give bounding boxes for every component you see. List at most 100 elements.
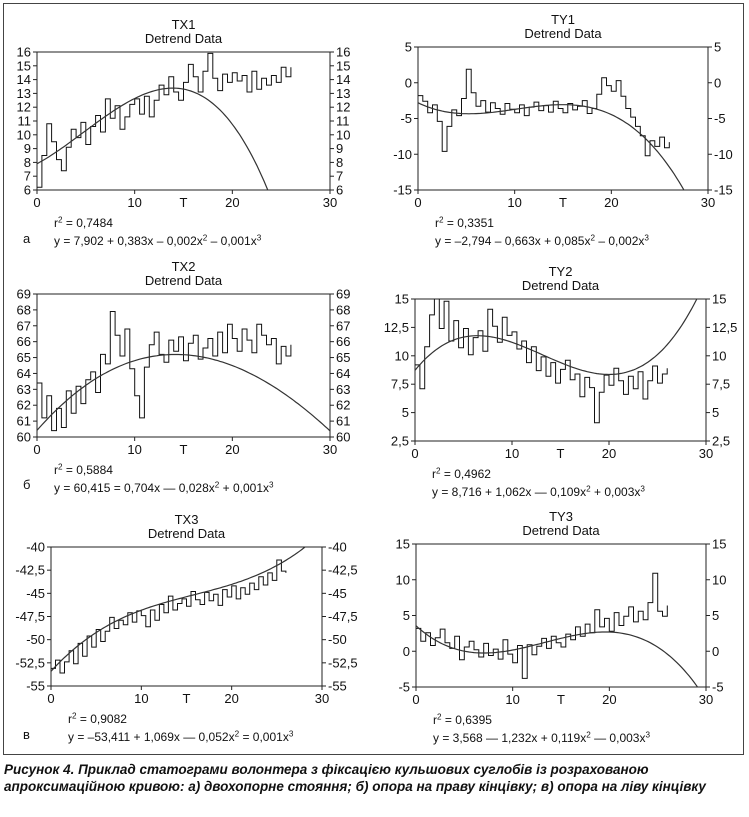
y-tick-label-left: 60 xyxy=(17,430,31,445)
y-tick-label-left: 10 xyxy=(396,572,410,587)
y-tick-label-right: 7,5 xyxy=(712,377,730,392)
y-tick-label-right: -5 xyxy=(714,111,726,126)
x-tick-label: 30 xyxy=(701,195,715,210)
x-tick-label: 10 xyxy=(127,195,141,210)
y-tick-label-left: 12,5 xyxy=(384,320,409,335)
fit-equation: y = 7,902 + 0,383x – 0,002x2​ – 0,001x3​ xyxy=(54,233,262,248)
y-tick-label-left: -47,5 xyxy=(15,609,45,624)
y-tick-label-left: -40 xyxy=(26,540,45,555)
y-tick-label-left: 65 xyxy=(17,350,31,365)
y-tick-label-right: -45 xyxy=(328,586,347,601)
y-tick-label-left: 67 xyxy=(17,318,31,333)
y-tick-label-right: -15 xyxy=(714,183,733,198)
y-tick-label-right: 67 xyxy=(336,318,350,333)
fit-curve xyxy=(51,547,307,672)
y-tick-label-right: 16 xyxy=(336,45,350,60)
y-tick-label-right: 5 xyxy=(714,40,721,55)
x-tick-label: 30 xyxy=(323,195,337,210)
y-tick-label-left: 11 xyxy=(18,114,32,129)
y-tick-label-right: 12 xyxy=(336,100,350,115)
x-tick-label: 10 xyxy=(127,442,141,457)
r-squared-label: r2​ = 0,9082 xyxy=(68,711,127,726)
y-tick-label-left: 6 xyxy=(24,183,31,198)
y-tick-label-left: 7,5 xyxy=(391,377,409,392)
chart-title: TX1 xyxy=(172,17,196,32)
y-tick-label-right: 69 xyxy=(336,287,350,302)
y-tick-label-right: 61 xyxy=(336,414,350,429)
y-tick-label-right: 0 xyxy=(712,644,719,659)
y-tick-label-left: -42,5 xyxy=(15,563,45,578)
x-tick-label: 30 xyxy=(323,442,337,457)
data-series-line xyxy=(37,311,292,432)
panel-letter: б xyxy=(23,477,30,492)
y-tick-label-right: 10 xyxy=(712,572,726,587)
x-tick-label: 0 xyxy=(33,195,40,210)
y-tick-label-right: 0 xyxy=(714,75,721,90)
y-tick-label-left: 9 xyxy=(24,141,31,156)
y-tick-label-right: -42,5 xyxy=(328,563,358,578)
y-tick-label-left: 66 xyxy=(17,334,31,349)
x-tick-label: 30 xyxy=(315,691,329,706)
x-tick-label: 0 xyxy=(47,691,54,706)
x-axis-label: T xyxy=(559,195,567,210)
x-tick-label: 20 xyxy=(225,195,239,210)
y-tick-label-left: 5 xyxy=(405,40,412,55)
x-axis-label: T xyxy=(180,195,188,210)
chart-subtitle: Detrend Data xyxy=(148,526,226,541)
y-tick-label-left: 68 xyxy=(17,302,31,317)
x-tick-label: 30 xyxy=(699,446,713,461)
y-tick-label-left: 63 xyxy=(17,382,31,397)
x-tick-label: 10 xyxy=(505,446,519,461)
y-tick-label-left: 15 xyxy=(395,292,409,307)
y-tick-label-left: -52,5 xyxy=(15,655,45,670)
x-tick-label: 10 xyxy=(505,692,519,707)
y-tick-label-right: -40 xyxy=(328,540,347,555)
chart-subtitle: Detrend Data xyxy=(145,31,223,46)
x-tick-label: 20 xyxy=(604,195,618,210)
fit-equation: y = 8,716 + 1,062x — 0,109x2​ + 0,003x3​ xyxy=(432,484,645,499)
fit-curve xyxy=(415,299,698,376)
y-tick-label-right: -47,5 xyxy=(328,609,358,624)
y-tick-label-right: 10 xyxy=(712,348,726,363)
y-tick-label-left: -5 xyxy=(400,111,412,126)
y-tick-label-right: 6 xyxy=(336,183,343,198)
chart-subtitle: Detrend Data xyxy=(524,26,602,41)
chart-title: TY3 xyxy=(549,509,573,524)
y-tick-label-left: 10 xyxy=(17,127,31,142)
x-tick-label: 0 xyxy=(412,692,419,707)
chart-title: TY1 xyxy=(551,12,575,27)
y-tick-label-left: 10 xyxy=(395,348,409,363)
chart-subtitle: Detrend Data xyxy=(522,523,600,538)
fit-curve xyxy=(37,87,269,190)
fit-curve xyxy=(418,102,685,190)
x-tick-label: 20 xyxy=(602,446,616,461)
x-tick-label: 20 xyxy=(224,691,238,706)
panel-letter: в xyxy=(23,727,30,742)
panel-letter: а xyxy=(23,231,31,246)
chart-title: TY2 xyxy=(549,264,573,279)
data-series-line xyxy=(418,68,670,157)
y-tick-label-left: -5 xyxy=(398,680,410,695)
y-tick-label-left: 15 xyxy=(17,58,31,73)
r-squared-label: r2​ = 0,3351 xyxy=(435,215,494,230)
y-tick-label-left: 13 xyxy=(17,86,31,101)
y-tick-label-left: -45 xyxy=(26,586,45,601)
y-tick-label-right: 63 xyxy=(336,382,350,397)
y-tick-label-right: 5 xyxy=(712,405,719,420)
y-tick-label-right: 10 xyxy=(336,127,350,142)
y-tick-label-left: -55 xyxy=(26,679,45,694)
y-tick-label-right: 15 xyxy=(336,58,350,73)
r-squared-label: r2​ = 0,5884 xyxy=(54,462,113,477)
y-tick-label-right: 7 xyxy=(336,169,343,184)
y-tick-label-left: 2,5 xyxy=(391,434,409,449)
chart-subtitle: Detrend Data xyxy=(145,273,223,288)
fit-curve xyxy=(416,625,699,687)
r-squared-label: r2​ = 0,4962 xyxy=(432,466,491,481)
y-tick-label-right: 68 xyxy=(336,302,350,317)
y-tick-label-left: 5 xyxy=(402,405,409,420)
fit-equation: y = –2,794 – 0,663x + 0,085x2​ – 0,002x3… xyxy=(435,233,649,248)
